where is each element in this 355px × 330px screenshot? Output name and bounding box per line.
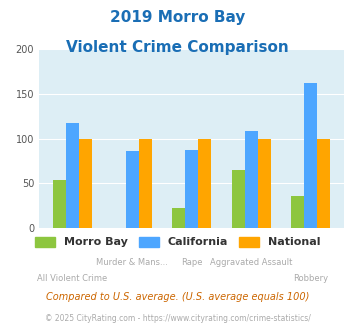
Text: Robbery: Robbery (293, 274, 328, 282)
Bar (53, 180, 66, 228)
Bar (317, 139, 331, 228)
Text: All Violent Crime: All Violent Crime (38, 274, 108, 282)
Text: Aggravated Assault: Aggravated Assault (210, 258, 293, 267)
Text: Murder & Mans...: Murder & Mans... (96, 258, 168, 267)
Bar (185, 150, 198, 228)
Bar (258, 139, 271, 228)
Text: Violent Crime Comparison: Violent Crime Comparison (66, 40, 289, 54)
Bar (172, 208, 185, 228)
Bar (139, 139, 152, 228)
Bar (79, 139, 92, 228)
Bar (126, 151, 139, 228)
Text: © 2025 CityRating.com - https://www.cityrating.com/crime-statistics/: © 2025 CityRating.com - https://www.city… (45, 314, 310, 323)
Text: Rape: Rape (181, 258, 202, 267)
Bar (291, 196, 304, 228)
Bar (66, 123, 79, 228)
Legend: Morro Bay, California, National: Morro Bay, California, National (30, 232, 325, 252)
Text: Compared to U.S. average. (U.S. average equals 100): Compared to U.S. average. (U.S. average … (46, 292, 309, 302)
Bar (231, 170, 245, 228)
Bar (245, 131, 258, 228)
Text: 2019 Morro Bay: 2019 Morro Bay (110, 10, 245, 25)
Bar (198, 139, 211, 228)
Bar (304, 83, 317, 228)
